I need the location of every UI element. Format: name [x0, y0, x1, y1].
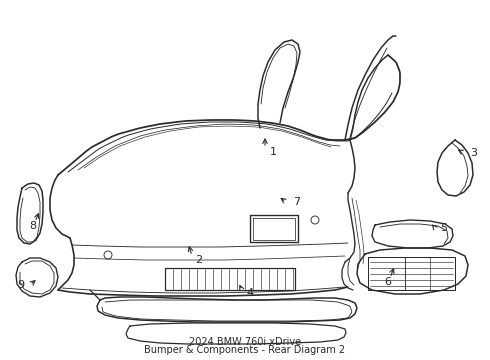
- Text: 2024 BMW 760i xDrive: 2024 BMW 760i xDrive: [189, 337, 301, 347]
- Text: 5: 5: [440, 223, 447, 233]
- Text: 3: 3: [470, 148, 477, 158]
- Text: 8: 8: [29, 221, 37, 231]
- Text: 6: 6: [385, 277, 392, 287]
- Text: 7: 7: [293, 197, 300, 207]
- Text: 4: 4: [246, 288, 253, 298]
- Text: 2: 2: [195, 255, 202, 265]
- Text: 1: 1: [270, 147, 277, 157]
- Text: Bumper & Components - Rear Diagram 2: Bumper & Components - Rear Diagram 2: [145, 345, 345, 355]
- Text: 9: 9: [17, 280, 24, 290]
